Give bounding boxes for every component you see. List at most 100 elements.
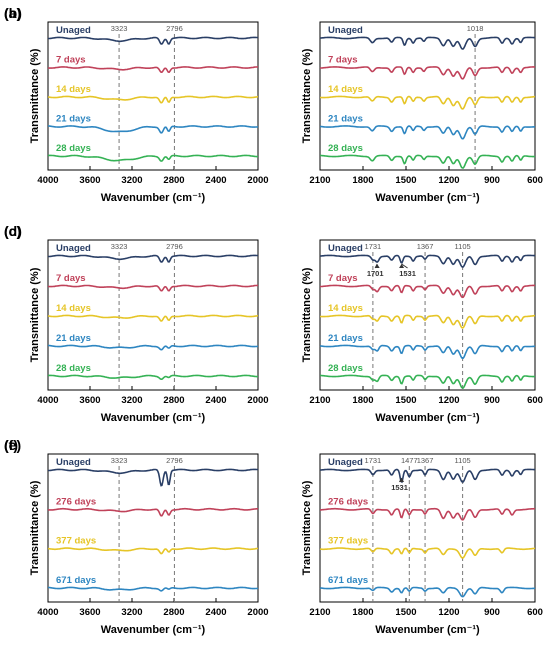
series-line [320,95,536,110]
series-label: 28 days [328,143,363,154]
x-axis-label: Wavenumber (cm⁻¹) [375,624,480,636]
x-tick-label: 1500 [395,607,416,618]
series-line [47,66,258,74]
x-tick-label: 3200 [121,607,142,618]
series-label: 14 days [328,84,363,95]
x-tick-label: 2100 [309,175,330,186]
series-line [319,547,536,559]
x-axis-label: Wavenumber (cm⁻¹) [375,192,480,204]
series-line [319,586,536,598]
marker-label: 1018 [467,24,484,33]
x-tick-label: 2400 [205,175,226,186]
series-line [47,36,259,45]
arrow-label: 1531 [391,483,408,492]
panel-a: (a) 4000 3600 3200 2800 2400 2000 Wavenumber (c… [4,5,269,204]
marker-label: 1105 [455,242,471,251]
plot-frame [319,21,536,171]
series-label: 21 days [56,333,91,344]
series-line [47,468,259,487]
marker-label: 1731 [365,242,382,251]
series-label: Unaged [328,25,363,36]
series-line [47,314,259,322]
arrow-head [399,478,405,482]
series-label: 28 days [328,363,363,374]
x-tick-label: 3600 [79,607,100,618]
series-line [48,125,259,134]
series-line [47,374,258,380]
series-label: 671 days [328,575,368,586]
marker-label: 3323 [111,24,128,33]
series-line [319,344,536,359]
x-tick-label: 4000 [37,395,58,406]
x-tick-label: 1800 [352,175,373,186]
y-axis-label: Transmittance (%) [301,48,313,143]
x-axis-label: Wavenumber (cm⁻¹) [375,412,480,424]
series-line [47,507,259,517]
marker-label: 2796 [166,456,183,465]
series-label: Unaged [328,457,363,468]
series-label: 21 days [328,333,363,344]
panel-label: (e) [4,437,21,453]
x-tick-label: 2800 [163,607,184,618]
x-tick-label: 2800 [163,395,184,406]
series-label: Unaged [328,243,363,254]
arrow-line [401,263,408,269]
x-tick-label: 3200 [121,395,142,406]
series-line [319,66,535,80]
series-line [47,254,259,263]
series-line [320,507,535,521]
series-label: 14 days [56,84,91,95]
x-tick-label: 900 [484,175,500,186]
x-tick-label: 3200 [121,175,142,186]
series-label: 7 days [56,55,86,66]
panel-label: (b) [4,5,22,21]
series-line [47,95,259,104]
series-line [47,154,258,162]
series-line [48,344,259,351]
y-axis-label: Transmittance (%) [301,267,313,362]
marker-label: 1367 [417,242,434,251]
y-axis-label: Transmittance (%) [29,48,41,143]
series-label: 377 days [56,536,96,547]
panel-label: (c) [4,223,21,239]
plot-frame [47,453,259,603]
arrow-head [399,264,405,268]
panel-e: (e) 4000 3600 3200 2800 2400 2000 Wavenumber (c… [4,437,269,636]
x-tick-label: 1200 [438,175,459,186]
plot-frame [319,453,536,603]
series-label: 21 days [56,114,91,125]
arrow-label: 1701 [367,269,384,278]
y-axis-label: Transmittance (%) [301,480,313,575]
series-label: 671 days [56,575,96,586]
panel-c: (c) 4000 3600 3200 2800 2400 2000 Wavenumber (c… [4,223,269,424]
plot-frame [47,21,259,171]
series-label: 14 days [328,303,363,314]
marker-label: 1477 [401,456,418,465]
plot-frame [319,239,536,391]
x-axis-label: Wavenumber (cm⁻¹) [101,412,206,424]
x-tick-label: 2000 [247,607,268,618]
series-label: 276 days [56,496,96,507]
y-axis-label: Transmittance (%) [29,480,41,575]
panel-f: (f) 2100 1800 1500 1200 900 600 Wavenumber (cm⁻… [4,437,543,636]
x-tick-label: 2400 [205,607,226,618]
x-tick-label: 4000 [37,607,58,618]
x-tick-label: 1200 [438,395,459,406]
series-label: 276 days [328,496,368,507]
x-tick-label: 2000 [247,175,268,186]
series-label: Unaged [56,25,91,36]
marker-label: 1731 [365,456,382,465]
marker-label: 1105 [455,456,471,465]
series-line [319,468,536,484]
series-label: 7 days [56,273,86,284]
x-tick-label: 4000 [37,175,58,186]
x-axis-label: Wavenumber (cm⁻¹) [101,192,206,204]
series-line [47,547,259,555]
series-label: 28 days [56,363,91,374]
x-tick-label: 600 [527,607,543,618]
series-line [48,586,259,592]
x-tick-label: 1800 [352,607,373,618]
panel-label: (a) [4,5,21,21]
panel-d: (d) 2100 1800 1500 1200 900 600 Wavenumber (cm⁻… [4,223,543,424]
x-tick-label: 1200 [438,607,459,618]
